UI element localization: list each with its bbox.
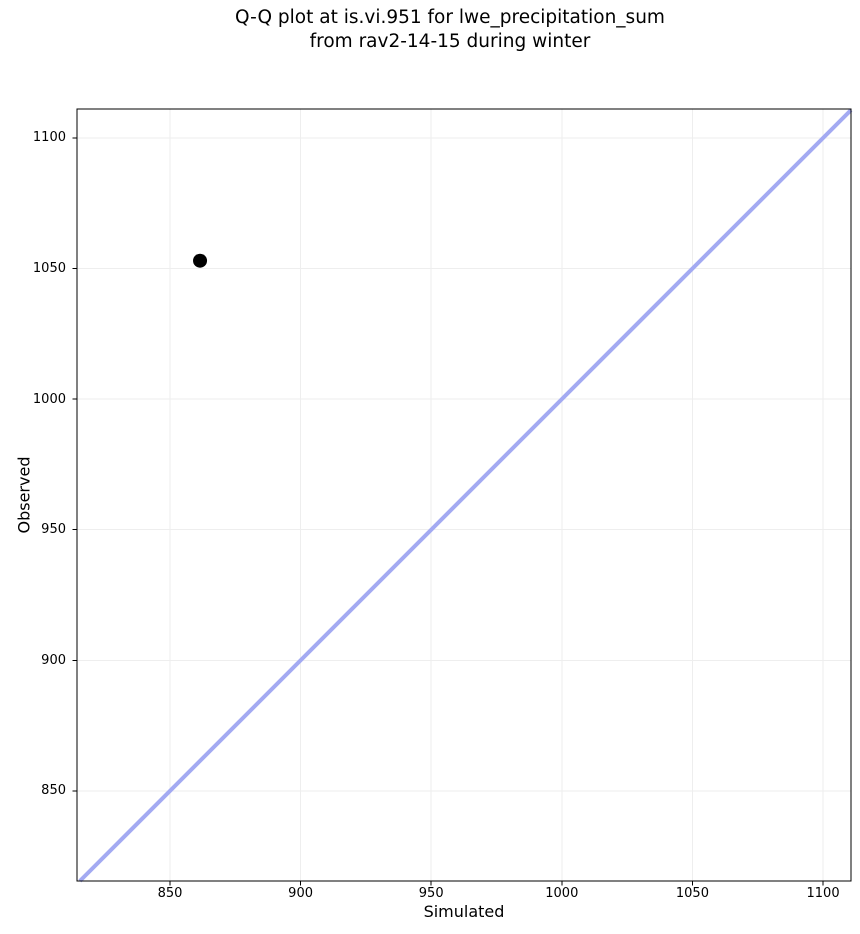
y-tick-label: 1100 [32, 130, 66, 146]
y-tick-label: 1000 [32, 391, 66, 407]
x-axis-label: Simulated [423, 902, 505, 921]
y-tick-label: 850 [41, 783, 66, 799]
y-axis-label: Observed [14, 456, 34, 534]
plot-border [76, 108, 852, 882]
x-tick-label: 1100 [806, 886, 840, 901]
x-tick-label: 1000 [545, 886, 579, 901]
data-point [193, 253, 208, 268]
x-tick-label: 900 [288, 886, 314, 901]
x-tick-label: 1050 [675, 886, 709, 901]
chart-title-line1: Q-Q plot at is.vi.951 for lwe_precipitat… [235, 7, 665, 28]
x-tick-label: 950 [418, 886, 444, 901]
y-tick-label: 1050 [32, 261, 66, 277]
chart-title: Q-Q plot at is.vi.951 for lwe_precipitat… [235, 6, 665, 54]
x-tick-label: 850 [157, 886, 183, 901]
chart-title-line2: from rav2-14-15 during winter [309, 31, 591, 52]
identity-line [78, 108, 853, 883]
y-tick-label: 900 [41, 652, 66, 668]
y-tick-label: 950 [41, 522, 66, 538]
